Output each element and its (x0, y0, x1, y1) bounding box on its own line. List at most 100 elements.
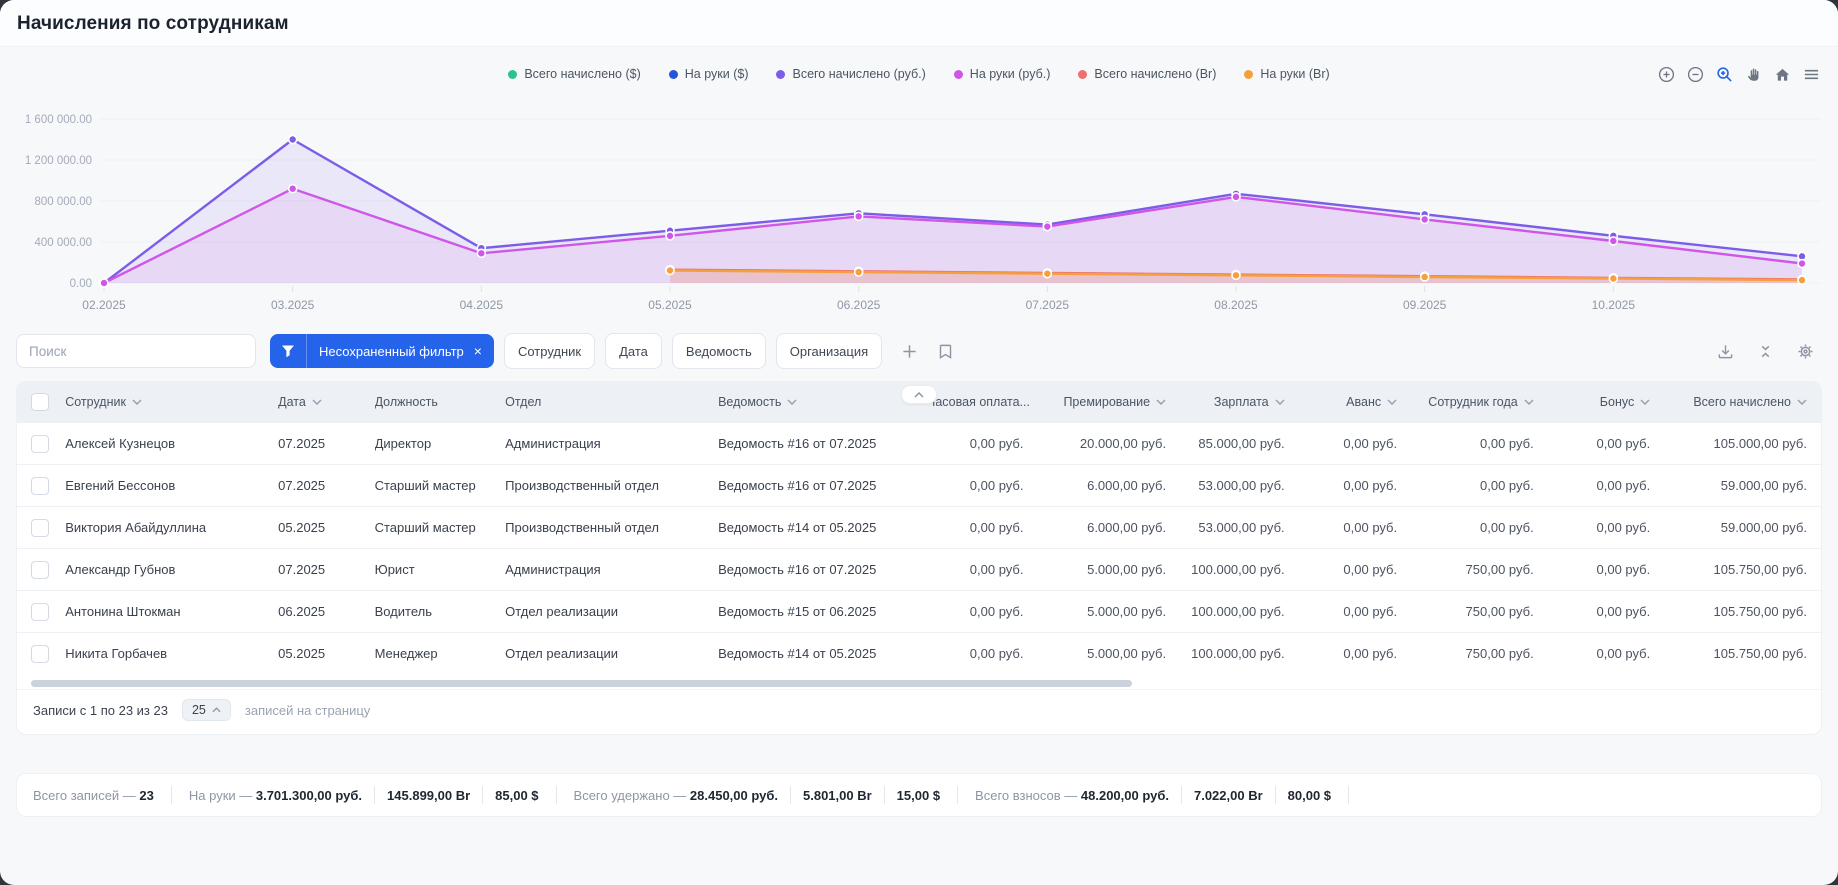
filter-chip-организация[interactable]: Организация (775, 333, 883, 369)
row-checkbox[interactable] (31, 434, 49, 453)
bookmark-icon[interactable] (932, 338, 958, 364)
svg-text:0.00: 0.00 (70, 278, 92, 290)
cell-department: Отдел реализации (505, 632, 719, 674)
column-header-employee_of_year[interactable]: Сотрудник года (1411, 382, 1548, 423)
row-checkbox[interactable] (31, 560, 49, 579)
sort-chevron-icon (1797, 399, 1807, 405)
legend-item[interactable]: На руки (руб.) (953, 67, 1050, 81)
select-all-checkbox[interactable] (31, 393, 49, 411)
column-label: Бонус (1599, 395, 1635, 409)
column-header-premium[interactable]: Премирование (1037, 382, 1181, 423)
summary-divider (883, 786, 885, 804)
table-row[interactable]: Александр Губнов 07.2025 Юрист Администраци… (17, 548, 1821, 591)
svg-text:06.2025: 06.2025 (837, 298, 881, 312)
table-row[interactable]: Виктория Абайдуллина 05.2025 Старший масте… (17, 506, 1821, 549)
legend-label: На руки (Br) (1260, 67, 1330, 81)
cell-position: Директор (374, 422, 506, 465)
column-header-inner: Ведомость (718, 395, 797, 409)
cell-employee_of_year: 0,00 руб. (1411, 464, 1548, 507)
column-header-total[interactable]: Всего начислено (1664, 382, 1821, 423)
column-label: Должность (374, 395, 438, 409)
cell-salary: 53.000,00 руб. (1180, 506, 1299, 549)
column-header-salary[interactable]: Зарплата (1180, 382, 1299, 423)
filter-chip-дата[interactable]: Дата (605, 333, 662, 369)
cell-date: 05.2025 (278, 632, 375, 674)
table-row[interactable]: Никита Горбачев 05.2025 Менеджер Отдел реал… (17, 632, 1821, 674)
legend-item[interactable]: Всего начислено (руб.) (776, 67, 926, 81)
table-row[interactable]: Алексей Кузнецов 07.2025 Директор Администр… (17, 422, 1821, 465)
selection-zoom-icon[interactable] (1715, 65, 1733, 83)
column-header-sheet[interactable]: Ведомость (718, 382, 927, 423)
close-icon[interactable]: × (473, 343, 482, 359)
row-checkbox[interactable] (31, 644, 49, 663)
column-header-hourly: Часовая оплата... (927, 382, 1038, 423)
download-icon[interactable] (1712, 338, 1738, 364)
legend-item[interactable]: Всего начислено (Br) (1078, 67, 1216, 81)
funnel-icon (270, 334, 307, 368)
column-header-inner: Всего начислено (1693, 395, 1807, 409)
summary-divider (790, 786, 791, 804)
cell-premium: 5.000,00 руб. (1037, 548, 1181, 591)
column-label: Аванс (1346, 395, 1382, 409)
chart-plot[interactable]: 1 600 000.00 1 200 000.00 800 000.00 400 00… (16, 93, 1822, 319)
row-checkbox-cell (17, 422, 66, 465)
menu-icon[interactable] (1802, 65, 1820, 83)
sort-chevron-icon (1524, 399, 1534, 405)
add-filter-button[interactable] (896, 338, 922, 364)
column-header-inner: Должность (375, 395, 438, 409)
cell-employee_of_year: 750,00 руб. (1411, 632, 1548, 674)
zoom-out-icon[interactable] (1686, 65, 1704, 83)
chart-section: Всего начислено ($) На руки ($) Всего начи… (0, 47, 1838, 324)
cell-employee: Алексей Кузнецов (65, 422, 279, 465)
search-input[interactable] (16, 334, 256, 368)
filter-chips: Сотрудник Дата Ведомость Организация (503, 333, 883, 369)
summary-label: Всего записей — (33, 787, 136, 803)
cell-advance: 0,00 руб. (1298, 632, 1412, 674)
collapse-panel-button[interactable] (901, 385, 937, 404)
cell-sheet: Ведомость #14 от 05.2025 (718, 632, 927, 674)
svg-text:1 200 000.00: 1 200 000.00 (25, 155, 92, 167)
settings-gear-icon[interactable] (1792, 338, 1818, 364)
legend-item[interactable]: Всего начислено ($) (508, 67, 641, 81)
filter-chip-сотрудник[interactable]: Сотрудник (503, 333, 596, 369)
summary-group: На руки — 3.701.300,00 руб. 145.899,00 Br… (189, 786, 539, 804)
column-header-bonus[interactable]: Бонус (1547, 382, 1665, 423)
row-checkbox[interactable] (31, 518, 49, 537)
cell-date: 07.2025 (278, 464, 375, 507)
column-header-employee[interactable]: Сотрудник (65, 382, 279, 423)
column-header-advance[interactable]: Аванс (1298, 382, 1412, 423)
legend-label: На руки ($) (684, 67, 749, 81)
table-row[interactable]: Евгений Бессонов 07.2025 Старший мастер Про… (17, 464, 1821, 507)
legend-dot (953, 69, 963, 79)
home-icon[interactable] (1773, 65, 1791, 83)
legend-item[interactable]: На руки ($) (668, 67, 749, 81)
row-checkbox[interactable] (31, 602, 49, 621)
zoom-in-icon[interactable] (1657, 65, 1675, 83)
scrollbar-thumb[interactable] (31, 680, 1133, 687)
cell-total: 105.750,00 руб. (1664, 632, 1821, 674)
cell-total: 59.000,00 руб. (1664, 506, 1821, 549)
column-label: Дата (278, 395, 306, 409)
summary-label: На руки — (188, 787, 253, 803)
column-header-date[interactable]: Дата (278, 382, 375, 423)
pan-icon[interactable] (1744, 65, 1762, 83)
filter-chip-ведомость[interactable]: Ведомость (671, 333, 766, 369)
column-label: Всего начислено (1693, 395, 1791, 409)
summary-divider (1348, 786, 1350, 804)
summary-divider (1180, 786, 1182, 804)
collapse-rows-icon[interactable] (1752, 338, 1778, 364)
legend-item[interactable]: На руки (Br) (1244, 67, 1330, 81)
cell-employee_of_year: 0,00 руб. (1411, 422, 1548, 465)
cell-advance: 0,00 руб. (1298, 464, 1412, 507)
page-size-select[interactable]: 25 (181, 699, 231, 721)
cell-premium: 5.000,00 руб. (1037, 590, 1181, 633)
cell-total: 105.000,00 руб. (1664, 422, 1821, 465)
row-checkbox[interactable] (31, 476, 49, 495)
cell-employee: Виктория Абайдуллина (65, 506, 279, 549)
cell-sheet: Ведомость #16 от 07.2025 (718, 422, 927, 465)
cell-premium: 6.000,00 руб. (1037, 506, 1181, 549)
unsaved-filter-pill[interactable]: Несохраненный фильтр × (270, 334, 494, 368)
svg-text:08.2025: 08.2025 (1214, 298, 1258, 312)
table-row[interactable]: Антонина Штокман 06.2025 Водитель Отдел реа… (17, 590, 1821, 633)
